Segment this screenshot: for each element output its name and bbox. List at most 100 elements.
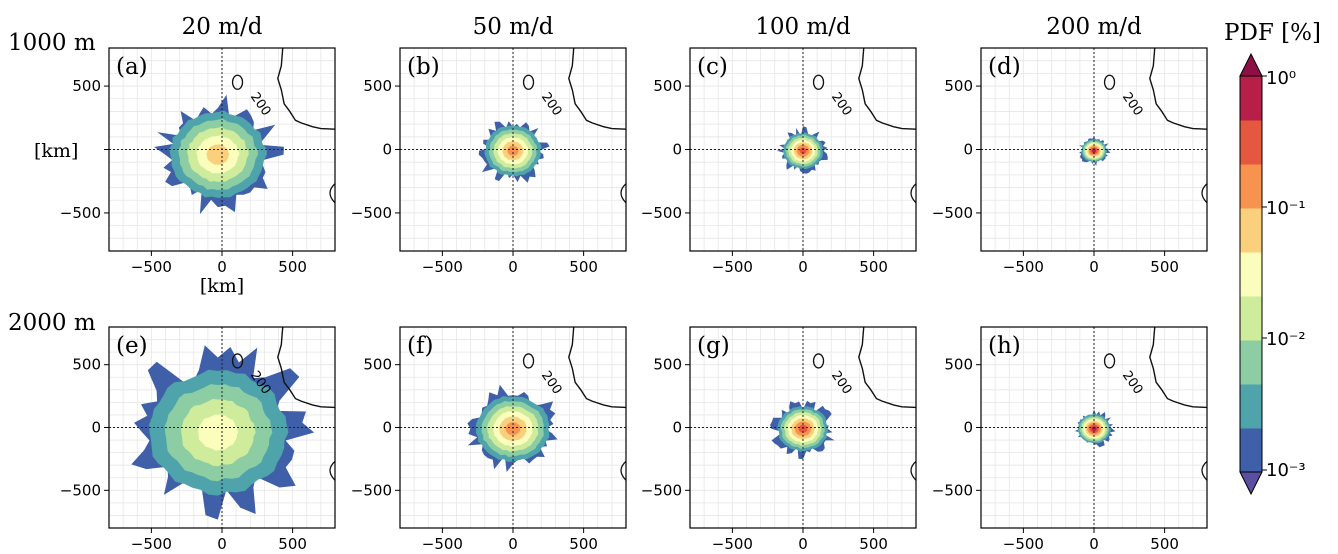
panel-label: (d) [988,54,1021,80]
colorbar [1239,52,1267,496]
isobath-200m [568,47,627,130]
x-tick-label: 500 [569,535,598,553]
isobath-200m [277,47,336,130]
colorbar-segment [1240,296,1262,341]
colorbar-tick-1e-2: 10⁻² [1266,329,1306,350]
island-contour [522,353,535,369]
panel-label: (c) [697,54,728,80]
x-tick-label: −500 [422,258,463,276]
y-tick-label: −500 [60,481,101,499]
island-contour [812,353,825,369]
colorbar-segment [1240,208,1262,253]
island-contour [812,74,825,90]
x-tick-label: −500 [712,535,753,553]
colorbar-segment [1240,384,1262,429]
y-tick-label: −500 [641,204,682,222]
island-contour [231,74,244,90]
isobath-200m [858,47,917,130]
x-tick-label: −500 [131,535,172,553]
coast-segment [1201,460,1208,481]
pdf-contour-level-7 [799,147,807,154]
colorbar-extend-bottom [1239,471,1263,496]
x-tick-label: −500 [422,535,463,553]
colorbar-extend-top [1239,52,1263,77]
panel-label: (b) [407,54,440,80]
y-tick-label: 500 [944,356,973,374]
pdf-field [776,126,828,174]
x-tick-label: 0 [1089,258,1099,276]
x-tick-label: 500 [859,535,888,553]
panel-label: (g) [697,333,730,359]
x-tick-label: 500 [278,258,307,276]
x-tick-label: 0 [217,258,227,276]
isobath-200m [568,326,627,409]
x-tick-label: −500 [1003,258,1044,276]
x-tick-label: −500 [131,258,172,276]
coast-segment [910,183,917,204]
y-tick-label: 0 [672,419,682,437]
y-tick-label: −500 [641,481,682,499]
isobath-200m [858,326,917,409]
x-tick-label: 500 [1150,258,1179,276]
x-axis-unit-label: [km] [200,275,244,297]
island-contour [522,74,535,90]
x-tick-label: 0 [798,258,808,276]
y-tick-label: −500 [351,481,392,499]
panel-label: (e) [116,333,148,359]
x-tick-label: 500 [859,258,888,276]
x-tick-label: 500 [569,258,598,276]
y-tick-label: 500 [363,77,392,95]
y-tick-label: 500 [72,77,101,95]
y-tick-label: 500 [653,77,682,95]
colorbar-tick-1e-3: 10⁻³ [1266,460,1306,481]
y-tick-label: 500 [944,77,973,95]
colorbar-segment [1240,340,1262,385]
pdf-contour-level-4 [198,414,239,451]
x-tick-label: 0 [1089,535,1099,553]
x-tick-label: −500 [1003,535,1044,553]
coast-segment [910,460,917,481]
coast-segment [329,460,336,481]
colorbar-frame [1239,75,1263,473]
y-tick-label: 500 [363,356,392,374]
y-tick-label: 0 [963,419,973,437]
x-tick-label: 500 [278,535,307,553]
y-tick-label: 0 [963,141,973,159]
island-contour [1103,74,1116,90]
pdf-field [154,94,284,215]
pdf-field [1079,136,1111,166]
column-title-20: 20 m/d [182,14,263,40]
x-tick-label: 0 [217,535,227,553]
island-contour [231,353,244,369]
colorbar-tick-1e-1: 10⁻¹ [1266,198,1306,219]
y-tick-label: −500 [932,481,973,499]
x-tick-label: −500 [712,258,753,276]
colorbar-segment [1240,76,1262,121]
isobath-200m [277,326,336,409]
pdf-field [478,121,550,183]
y-tick-label: −500 [351,204,392,222]
x-tick-label: 500 [1150,535,1179,553]
island-contour [1103,353,1116,369]
y-tick-label: 0 [382,419,392,437]
y-axis-unit-label: [km] [34,140,78,162]
x-tick-label: 0 [508,258,518,276]
row-title-2000: 2000 m [8,310,96,336]
colorbar-title: PDF [%] [1224,20,1321,46]
column-title-100: 100 m/d [755,14,851,40]
x-tick-label: 0 [508,535,518,553]
column-title-50: 50 m/d [473,14,554,40]
panel-label: (a) [116,54,148,80]
coast-segment [1201,183,1208,204]
column-title-200: 200 m/d [1046,14,1142,40]
row-title-1000: 1000 m [8,30,96,56]
y-tick-label: 0 [672,141,682,159]
